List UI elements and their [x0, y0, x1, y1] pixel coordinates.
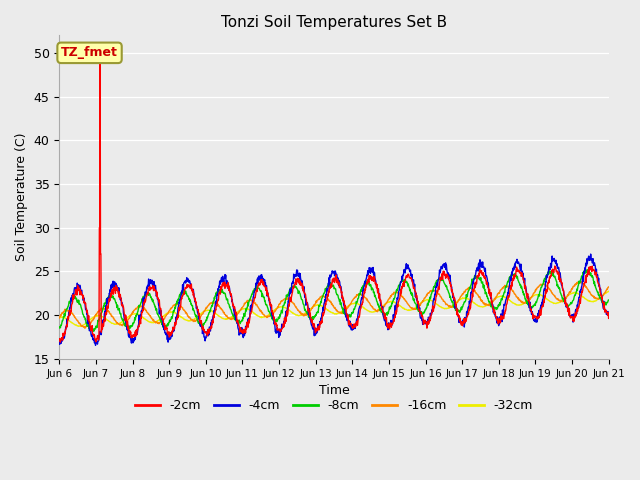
Y-axis label: Soil Temperature (C): Soil Temperature (C) — [15, 133, 28, 262]
X-axis label: Time: Time — [319, 384, 349, 397]
Legend: -2cm, -4cm, -8cm, -16cm, -32cm: -2cm, -4cm, -8cm, -16cm, -32cm — [130, 395, 538, 418]
Title: Tonzi Soil Temperatures Set B: Tonzi Soil Temperatures Set B — [221, 15, 447, 30]
Text: TZ_fmet: TZ_fmet — [61, 47, 118, 60]
